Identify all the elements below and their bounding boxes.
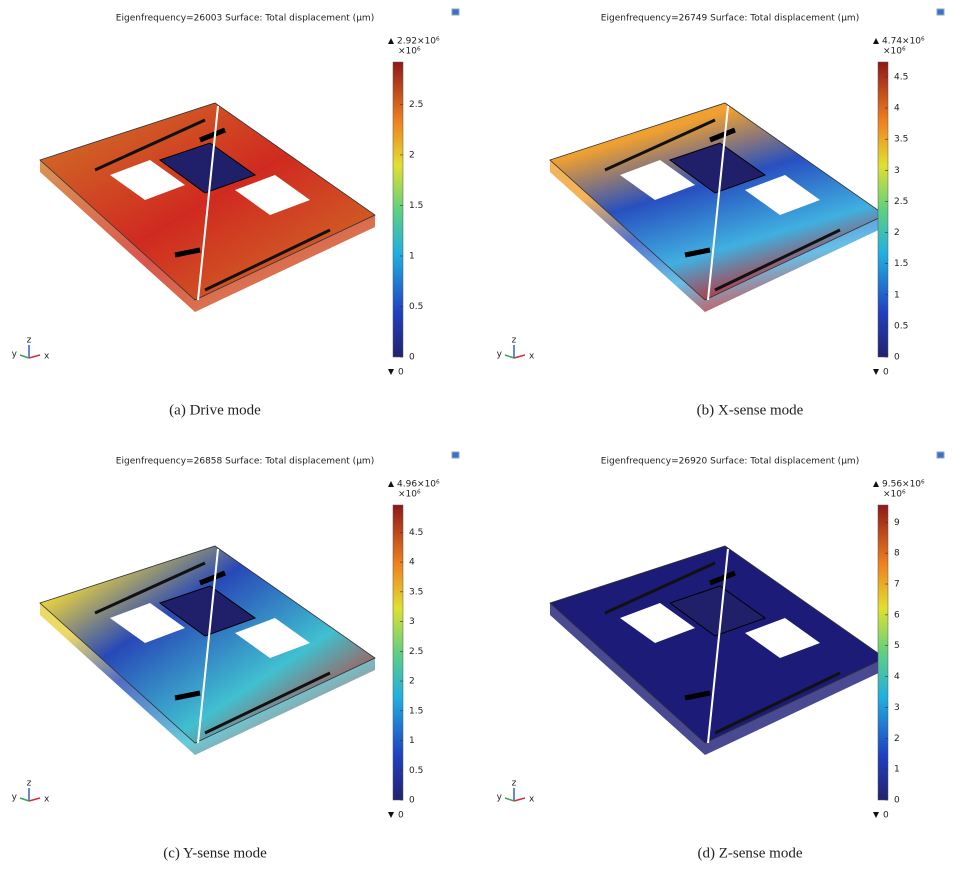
colorbar-tick-label: 0 (894, 353, 900, 363)
colorbar-tick-label: 3.5 (409, 587, 423, 597)
colorbar-tick-label: 0.5 (409, 302, 423, 312)
axis-z-label: z (512, 779, 517, 789)
colorbar-tick-label: 2 (894, 734, 900, 744)
mode-shape (40, 546, 375, 755)
colorbar-tick-label: 2.5 (409, 100, 423, 110)
figure: Eigenfrequency=26003 Surface: Total disp… (0, 0, 970, 873)
colorbar-tick-label: 8 (894, 549, 900, 559)
axis-x-label: x (529, 352, 535, 362)
toolbar-icon (937, 9, 944, 15)
colorbar-tick-label: 2 (409, 677, 415, 687)
axis-y (20, 355, 29, 358)
axis-x-label: x (44, 795, 50, 805)
panel-caption: (c) Y-sense mode (163, 845, 267, 861)
colorbar-tick-label: 0.5 (894, 321, 908, 331)
axis-x (29, 355, 40, 358)
axis-y-label: y (12, 350, 18, 360)
axis-y-label: y (497, 793, 503, 803)
colorbar-tick-label: 2.5 (409, 647, 423, 657)
colorbar-min-label: 0 (883, 368, 889, 378)
colorbar-min-label: 0 (398, 368, 404, 378)
mode-shape (40, 103, 375, 312)
colorbar-min-label: 0 (398, 811, 404, 821)
max-marker (873, 481, 879, 487)
colorbar-tick-label: 1 (409, 736, 415, 746)
colorbar-tick-label: 3 (894, 703, 900, 713)
colorbar-tick-label: 4 (409, 558, 415, 568)
colorbar-tick-label: 2.5 (894, 197, 908, 207)
colorbar-max-label: 4.96×10⁶ (397, 480, 440, 490)
colorbar-multiplier: ×10⁶ (398, 490, 421, 500)
colorbar-multiplier: ×10⁶ (883, 490, 906, 500)
panel-title: Eigenfrequency=26858 Surface: Total disp… (116, 457, 374, 467)
axis-x (29, 798, 40, 801)
colorbar-tick-label: 4 (894, 672, 900, 682)
colorbar-max-label: 9.56×10⁶ (882, 480, 925, 490)
colorbar-tick-label: 0 (409, 796, 415, 806)
panel-title: Eigenfrequency=26749 Surface: Total disp… (601, 14, 859, 24)
axis-y (20, 798, 29, 801)
axis-y-label: y (497, 350, 503, 360)
colorbar-tick-label: 7 (894, 579, 900, 589)
mode-shape (550, 546, 885, 755)
panel-title: Eigenfrequency=26003 Surface: Total disp… (116, 14, 374, 24)
axis-z-label: z (27, 336, 32, 346)
axis-y-label: y (12, 793, 18, 803)
max-marker (388, 481, 394, 487)
axis-z-label: z (512, 336, 517, 346)
colorbar-tick-label: 4.5 (894, 72, 908, 82)
panel-title: Eigenfrequency=26920 Surface: Total disp… (601, 457, 859, 467)
colorbar-tick-label: 0 (409, 353, 415, 363)
colorbar-tick-label: 3.5 (894, 135, 908, 145)
colorbar-tick-label: 3 (894, 166, 900, 176)
colorbar-tick-label: 2 (409, 150, 415, 160)
toolbar-icon (937, 452, 944, 458)
colorbar-max-label: 4.74×10⁶ (882, 37, 925, 47)
colorbar-tick-label: 0 (894, 796, 900, 806)
axis-x-label: x (44, 352, 50, 362)
axis-y (505, 798, 514, 801)
axis-x (514, 355, 525, 358)
colorbar (878, 62, 888, 357)
max-marker (873, 38, 879, 44)
panel-caption: (d) Z-sense mode (698, 845, 803, 861)
colorbar (393, 505, 403, 800)
axis-x (514, 798, 525, 801)
axis-y (505, 355, 514, 358)
colorbar-tick-label: 1 (894, 290, 900, 300)
min-marker (873, 812, 879, 818)
colorbar-tick-label: 6 (894, 610, 900, 620)
colorbar-max-label: 2.92×10⁶ (397, 37, 440, 47)
panel-caption: (b) X-sense mode (697, 402, 804, 418)
colorbar-tick-label: 1.5 (894, 259, 908, 269)
colorbar-tick-label: 3 (409, 617, 415, 627)
colorbar-tick-label: 4 (894, 104, 900, 114)
mode-shape (550, 103, 885, 312)
colorbar-multiplier: ×10⁶ (398, 47, 421, 57)
panel-caption: (a) Drive mode (169, 402, 261, 418)
colorbar-tick-label: 2 (894, 228, 900, 238)
axis-x-label: x (529, 795, 535, 805)
colorbar-tick-label: 0.5 (409, 766, 423, 776)
colorbar-multiplier: ×10⁶ (883, 47, 906, 57)
min-marker (388, 812, 394, 818)
colorbar-tick-label: 4.5 (409, 528, 423, 538)
colorbar-tick-label: 9 (894, 518, 900, 528)
max-marker (388, 38, 394, 44)
colorbar (878, 505, 888, 800)
axis-z-label: z (27, 779, 32, 789)
colorbar-tick-label: 5 (894, 641, 900, 651)
colorbar-tick-label: 1 (894, 765, 900, 775)
colorbar-tick-label: 1 (409, 251, 415, 261)
min-marker (873, 369, 879, 375)
colorbar-tick-label: 1.5 (409, 201, 423, 211)
min-marker (388, 369, 394, 375)
toolbar-icon (452, 9, 459, 15)
colorbar-tick-label: 1.5 (409, 706, 423, 716)
colorbar (393, 62, 403, 357)
toolbar-icon (452, 452, 459, 458)
colorbar-min-label: 0 (883, 811, 889, 821)
